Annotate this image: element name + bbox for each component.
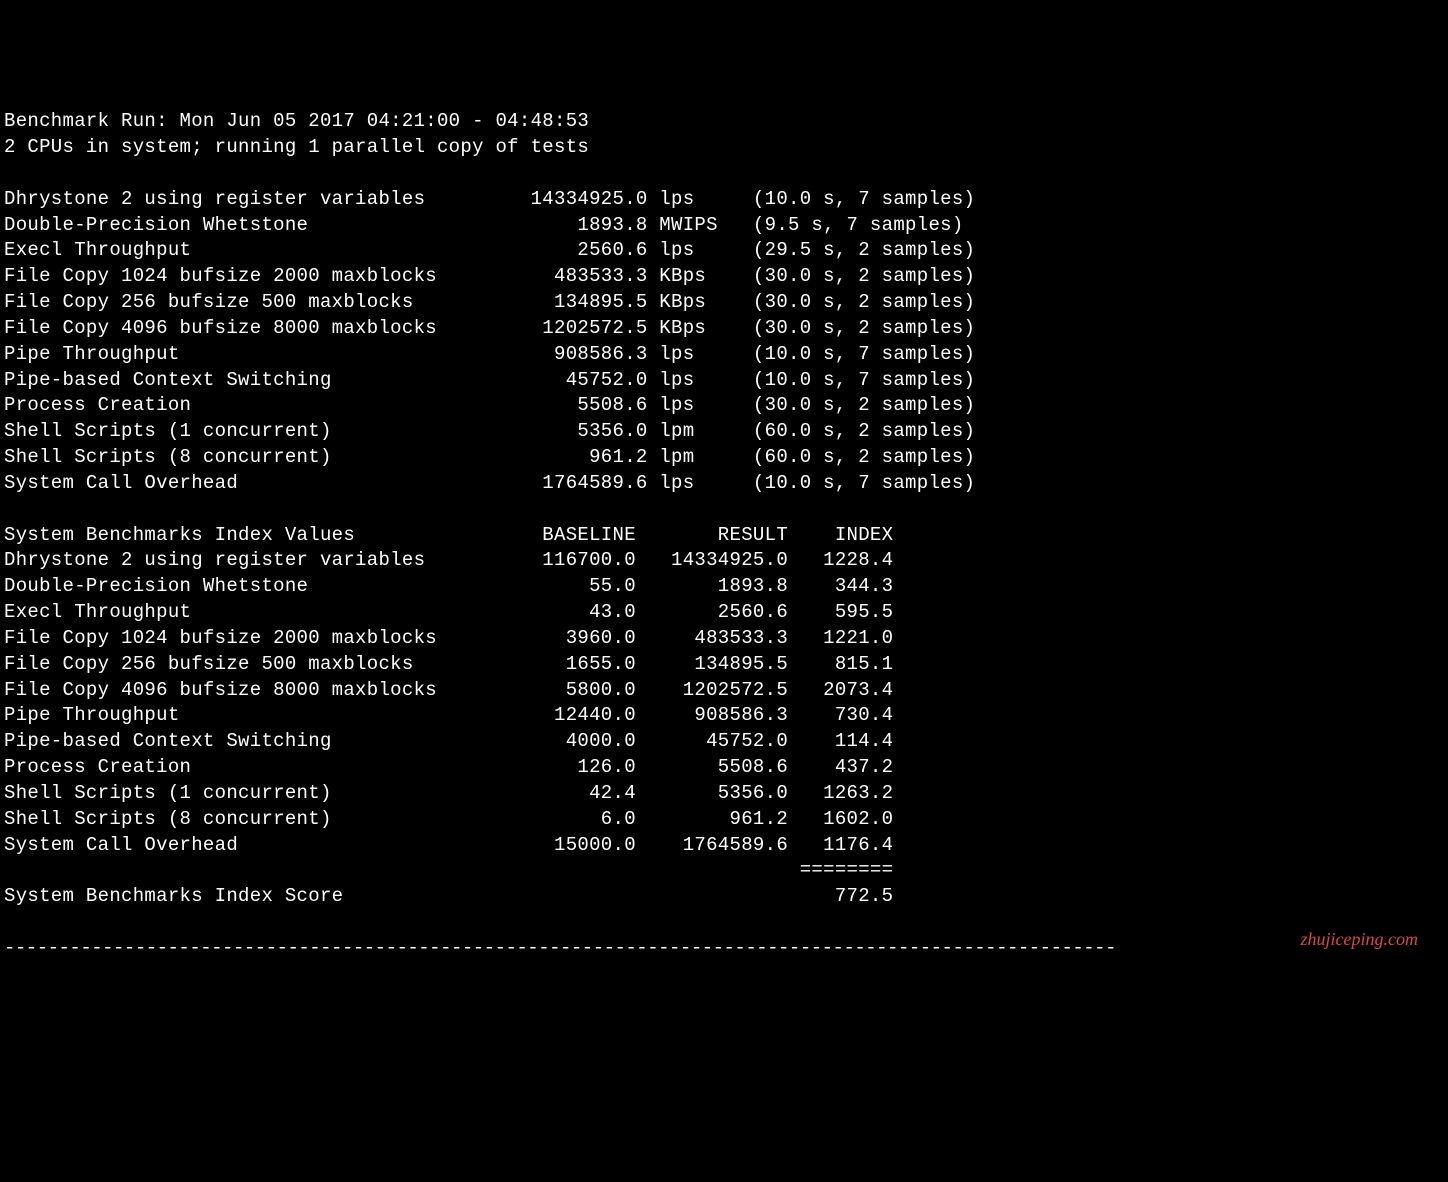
terminal-output: Benchmark Run: Mon Jun 05 2017 04:21:00 … <box>4 109 1444 961</box>
watermark-text: zhujiceping.com <box>1301 927 1418 951</box>
separator-dashes: ----------------------------------------… <box>4 937 1116 959</box>
